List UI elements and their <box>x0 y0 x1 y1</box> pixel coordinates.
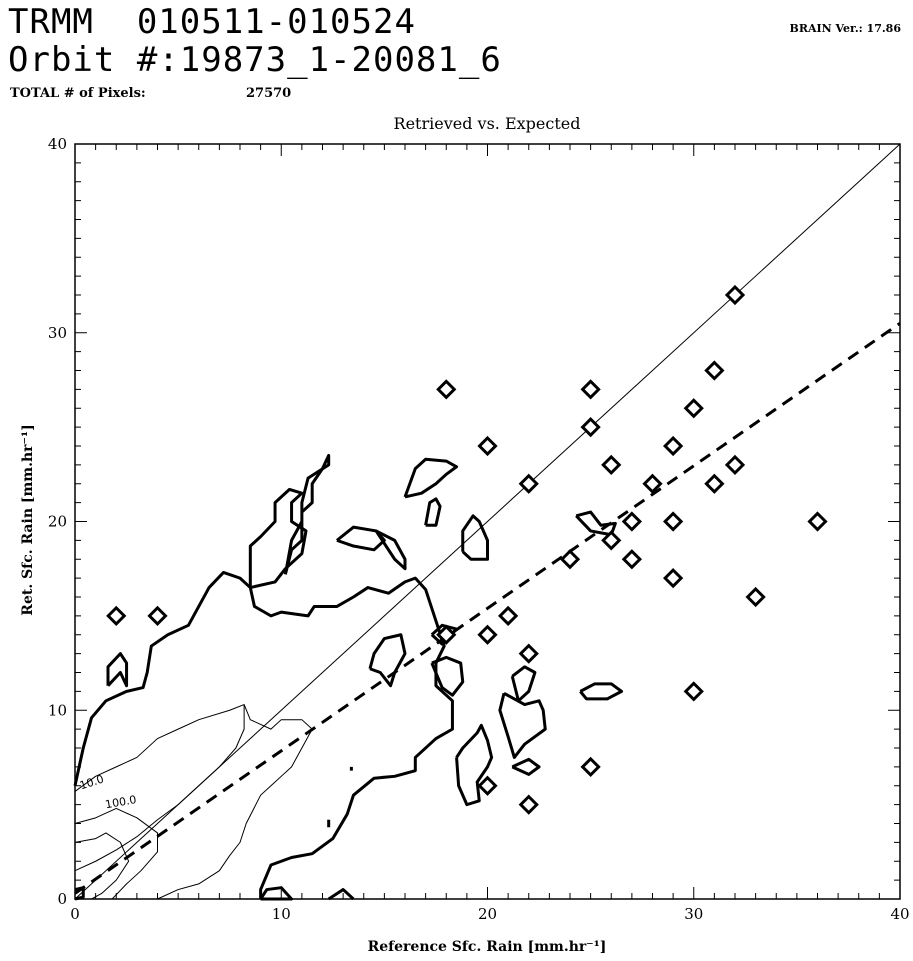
data-point <box>436 624 457 645</box>
contour-14 <box>498 691 547 759</box>
data-point <box>724 454 746 475</box>
contour-thin-1 <box>74 704 245 872</box>
title-line-2: Orbit #:19873_1-20081_6 <box>8 40 502 80</box>
fit-line <box>74 322 901 895</box>
contour-thin-3 <box>74 807 158 900</box>
contour-18 <box>579 682 624 701</box>
x-tick-label: 40 <box>890 905 909 923</box>
contour-17 <box>575 510 617 537</box>
data-point <box>477 435 498 457</box>
data-point <box>663 435 684 457</box>
contour-4 <box>283 453 331 575</box>
contour-13 <box>455 723 494 807</box>
trend-lines <box>74 143 901 900</box>
y-tick-label: 30 <box>48 324 67 342</box>
contour-15 <box>510 665 537 703</box>
data-point <box>436 379 457 400</box>
data-point <box>807 511 828 532</box>
data-point <box>580 417 601 438</box>
data-point <box>663 511 684 532</box>
x-tick-label: 10 <box>272 905 291 923</box>
data-point <box>663 568 684 589</box>
title-line-1: TRMM 010511-010524 <box>8 2 416 42</box>
data-point <box>601 530 622 551</box>
data-point <box>704 360 725 381</box>
total-pixels-label: TOTAL # of Pixels: <box>10 86 146 101</box>
data-point <box>477 775 498 796</box>
data-point <box>106 605 127 626</box>
x-tick-label: 20 <box>478 905 497 923</box>
x-axis-label: Reference Sfc. Rain [mm.hr⁻¹] <box>368 939 607 955</box>
contour-center <box>74 886 85 901</box>
y-tick-label: 40 <box>48 135 67 153</box>
contour-16 <box>511 757 541 776</box>
contour-2 <box>106 652 129 688</box>
contour-6 <box>374 529 407 571</box>
y-tick-label: 10 <box>48 701 67 719</box>
plot-frame: 0 10 20 30 40 0 10 20 30 40 <box>48 135 910 923</box>
contour-label-100: 100.0 <box>104 793 137 811</box>
data-point <box>518 794 539 815</box>
contour-20 <box>327 888 355 901</box>
data-point <box>498 605 519 626</box>
data-point <box>518 473 539 494</box>
data-point <box>559 549 581 570</box>
contour-5 <box>335 525 386 552</box>
y-tick-label: 20 <box>48 513 67 531</box>
contour-10 <box>368 633 407 688</box>
data-point <box>704 473 725 494</box>
x-tick-label: 0 <box>70 905 80 923</box>
data-point <box>683 398 704 419</box>
data-point <box>477 624 498 645</box>
data-point <box>147 605 168 626</box>
data-point <box>518 643 539 664</box>
data-point <box>580 756 601 777</box>
x-tick-label: 30 <box>684 905 703 923</box>
one-to-one-line <box>74 143 901 900</box>
contour-label-10: 10.0 <box>78 772 105 792</box>
y-axis-label: Ret. Sfc. Rain [mm.hr⁻¹] <box>20 424 36 615</box>
data-points <box>106 284 828 815</box>
chart-title: Retrieved vs. Expected <box>394 114 581 133</box>
version-label: BRAIN Ver.: 17.86 <box>789 22 901 35</box>
contour-1 <box>73 570 454 899</box>
data-point <box>724 284 746 306</box>
contour-19 <box>259 886 294 901</box>
data-point <box>642 473 663 494</box>
contour-12 <box>430 655 465 697</box>
contour-thin-4 <box>74 832 130 900</box>
contour-7 <box>403 457 459 499</box>
y-tick-label: 0 <box>57 890 67 908</box>
contour-8 <box>424 497 442 527</box>
total-pixels-value: 27570 <box>246 86 292 101</box>
data-point <box>683 681 704 702</box>
data-point <box>745 586 766 608</box>
contour-9 <box>461 514 489 561</box>
data-point <box>580 379 601 400</box>
data-point <box>621 511 642 532</box>
contour-3 <box>248 487 308 590</box>
contour-thin-2 <box>157 704 313 900</box>
data-point <box>601 454 622 475</box>
data-point <box>621 549 642 570</box>
